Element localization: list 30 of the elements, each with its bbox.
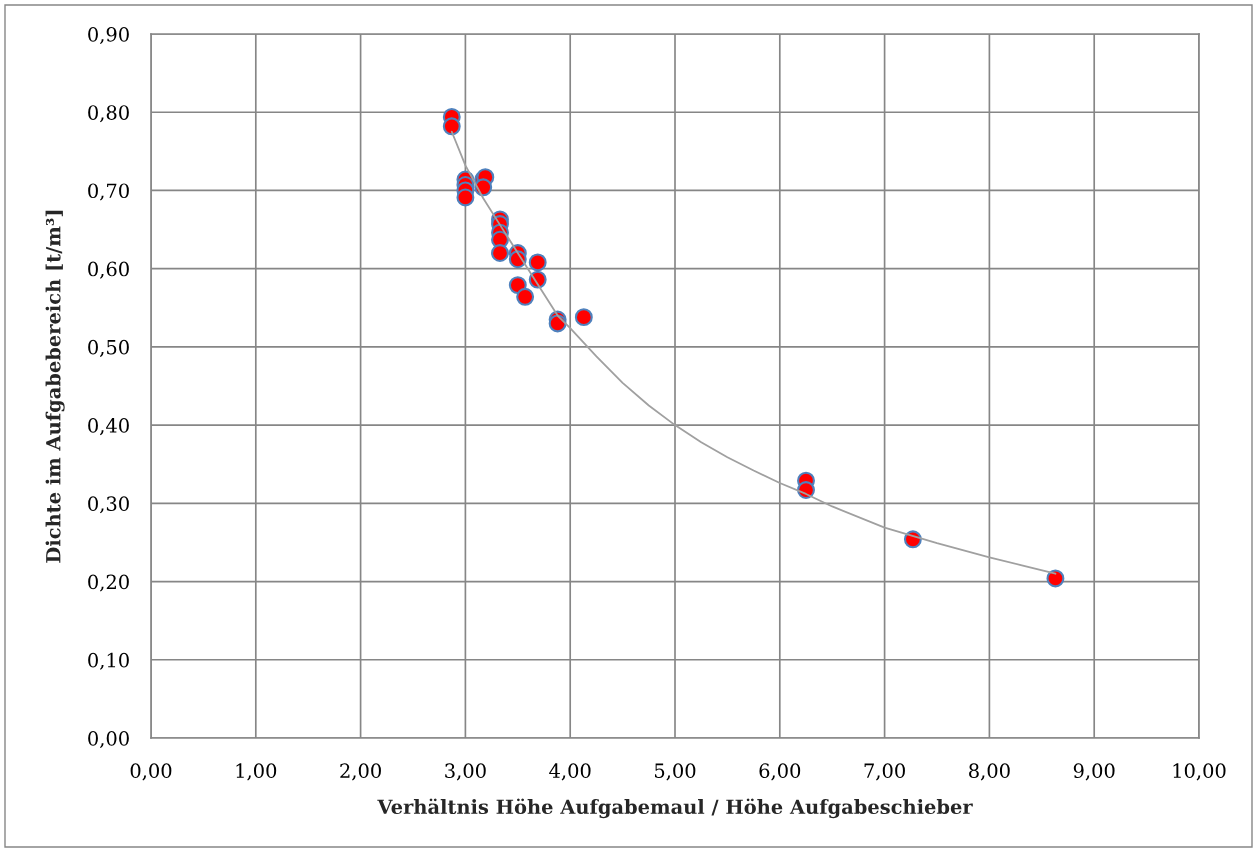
x-tick-label: 0,00 — [130, 763, 172, 781]
point — [456, 188, 475, 207]
y-tick-label: 0,90 — [88, 26, 129, 45]
point — [574, 308, 593, 327]
x-tick-label: 5,00 — [655, 763, 696, 781]
y-tick-label: 0,30 — [88, 496, 129, 514]
point — [442, 117, 461, 136]
y-tick-label: 0,20 — [88, 574, 129, 592]
point — [528, 253, 547, 272]
x-tick-label: 3,00 — [445, 763, 486, 781]
y-tick-label: 0,70 — [88, 183, 129, 201]
point — [491, 244, 509, 262]
x-tick-label: 10,00 — [1173, 763, 1226, 781]
y-tick-label: 0,00 — [88, 730, 129, 749]
x-tick-label: 2,00 — [340, 763, 381, 781]
y-tick-label: 0,40 — [88, 418, 129, 436]
x-tick-label: 7,00 — [864, 763, 905, 781]
point — [516, 287, 535, 306]
y-tick-label: 0,80 — [88, 105, 129, 123]
y-tick-label: 0,50 — [88, 339, 129, 357]
x-axis-title: Verhältnis Höhe Aufgabemaul / Höhe Aufgabeschieber — [377, 798, 973, 819]
x-tick-label: 1,00 — [236, 763, 277, 781]
y-tick-label: 0,10 — [88, 652, 129, 670]
x-tick-label: 8,00 — [969, 763, 1010, 781]
x-tick-label: 6,00 — [759, 763, 801, 781]
y-tick-label: 0,60 — [88, 261, 129, 279]
x-tick-label: 4,00 — [549, 763, 591, 781]
y-axis-title: Dichte im Aufgabebereich [t/m³] — [45, 210, 65, 563]
point — [1046, 569, 1065, 588]
x-tick-label: 9,00 — [1073, 763, 1115, 781]
